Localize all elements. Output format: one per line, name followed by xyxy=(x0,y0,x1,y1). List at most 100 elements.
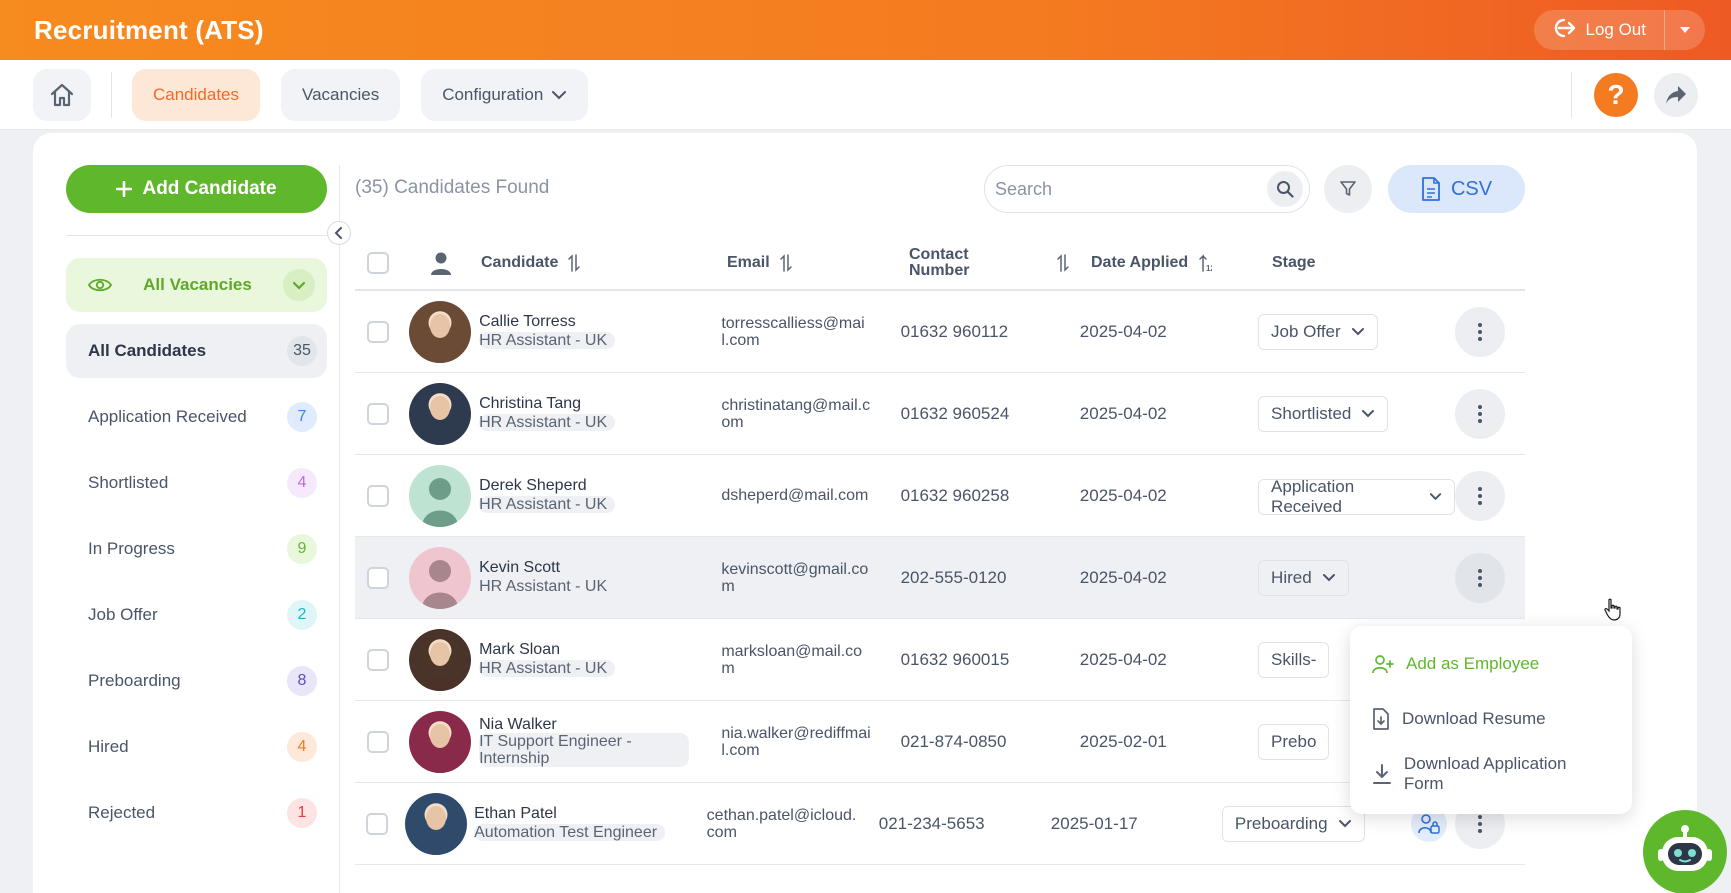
candidate-name[interactable]: Callie Torress xyxy=(479,313,576,330)
candidates-found-count: (35) Candidates Found xyxy=(355,177,550,198)
candidate-name[interactable]: Ethan Patel xyxy=(474,805,557,822)
tab-label: Candidates xyxy=(153,84,240,104)
row-checkbox[interactable] xyxy=(366,320,389,343)
menu-item-label: Download Application Form xyxy=(1403,753,1567,793)
stage-count-badge: 4 xyxy=(287,468,317,498)
stage-filter-preboarding[interactable]: Preboarding 8 xyxy=(66,654,327,708)
help-button[interactable]: ? xyxy=(1594,72,1638,117)
table-row[interactable]: Derek Sheperd HR Assistant - UK dsheperd@m… xyxy=(355,455,1525,537)
caret-down-icon xyxy=(1680,27,1690,33)
stage-select[interactable]: Preboarding xyxy=(1221,805,1365,842)
stage-filter-application-received[interactable]: Application Received 7 xyxy=(66,390,327,444)
document-download-icon xyxy=(1373,707,1389,730)
account-menu-toggle[interactable] xyxy=(1665,10,1705,50)
stage-name: Rejected xyxy=(88,803,156,822)
filter-button[interactable] xyxy=(1324,165,1372,213)
assistant-bot-button[interactable] xyxy=(1643,810,1727,893)
stage-select[interactable]: Application Received xyxy=(1258,477,1455,516)
candidate-email: nia.walker@rediffmail.com xyxy=(721,724,871,759)
stage-count-badge: 8 xyxy=(287,666,317,696)
header-stage: Stage xyxy=(1272,254,1316,271)
avatar xyxy=(405,792,468,855)
header-email: Email xyxy=(727,254,770,271)
stage-filter-in-progress[interactable]: In Progress 9 xyxy=(66,522,327,576)
row-actions-button[interactable] xyxy=(1455,552,1505,603)
row-checkbox[interactable] xyxy=(366,566,389,589)
user-lock-icon xyxy=(1418,813,1440,834)
candidate-email: cethan.patel@icloud.com xyxy=(706,806,857,841)
chevron-down-icon xyxy=(1322,574,1335,582)
stage-select[interactable]: Prebo xyxy=(1258,723,1330,760)
row-checkbox[interactable] xyxy=(365,812,388,835)
tab-vacancies[interactable]: Vacancies xyxy=(281,68,401,121)
candidate-name[interactable]: Mark Sloan xyxy=(479,641,560,658)
vacancy-filter[interactable]: All Vacancies xyxy=(66,258,327,312)
share-icon xyxy=(1666,85,1686,104)
avatar xyxy=(408,628,471,691)
download-resume-menu-item[interactable]: Download Resume xyxy=(1350,691,1632,746)
logout-label: Log Out xyxy=(1585,20,1647,39)
row-checkbox[interactable] xyxy=(366,730,389,753)
row-actions-button[interactable] xyxy=(1455,470,1505,521)
stage-select[interactable]: Skills- xyxy=(1258,641,1330,678)
sort-email[interactable]: Email xyxy=(727,253,909,273)
table-row[interactable]: Nia Walker IT Support Engineer - Internsh… xyxy=(355,701,1525,783)
header-date: Date Applied xyxy=(1091,254,1189,271)
chevron-down-icon xyxy=(1338,820,1351,828)
stage-value: Hired xyxy=(1271,567,1312,587)
table-row[interactable]: Kevin Scott HR Assistant - UK kevinscott@g… xyxy=(355,537,1525,619)
stage-select[interactable]: Job Offer xyxy=(1258,313,1378,350)
candidate-vacancy: Automation Test Engineer xyxy=(474,824,666,841)
select-all-checkbox[interactable] xyxy=(367,252,389,274)
table-header: Candidate Email Contact Number Date Appl… xyxy=(355,237,1525,291)
search-button[interactable] xyxy=(1267,171,1303,207)
search-input[interactable] xyxy=(995,178,1267,200)
collapse-sidebar-button[interactable] xyxy=(327,221,351,245)
add-candidate-button[interactable]: Add Candidate xyxy=(66,165,327,213)
stage-count-badge: 35 xyxy=(287,336,317,366)
candidate-name[interactable]: Kevin Scott xyxy=(479,559,561,576)
avatar xyxy=(408,710,471,773)
sort-contact[interactable]: Contact Number xyxy=(909,247,1091,279)
app-title: Recruitment (ATS) xyxy=(34,14,264,45)
share-button[interactable] xyxy=(1654,72,1698,117)
tab-label: Vacancies xyxy=(302,84,380,104)
stage-select[interactable]: Shortlisted xyxy=(1258,395,1389,432)
logout-button[interactable]: Log Out xyxy=(1534,10,1665,50)
row-actions-button[interactable] xyxy=(1455,388,1505,439)
candidate-name[interactable]: Derek Sheperd xyxy=(479,477,587,494)
row-checkbox[interactable] xyxy=(366,648,389,671)
stage-filter-rejected[interactable]: Rejected 1 xyxy=(66,786,327,840)
csv-export-button[interactable]: CSV xyxy=(1388,165,1525,213)
candidate-name[interactable]: Christina Tang xyxy=(479,395,582,412)
candidate-name[interactable]: Nia Walker xyxy=(479,715,557,733)
sort-date[interactable]: Date Applied 12 xyxy=(1091,253,1272,273)
stage-filter-job-offer[interactable]: Job Offer 2 xyxy=(66,588,327,642)
stage-filter-shortlisted[interactable]: Shortlisted 4 xyxy=(66,456,327,510)
date-applied: 2025-04-02 xyxy=(1079,649,1167,669)
table-row[interactable]: Callie Torress HR Assistant - UK torressca… xyxy=(355,291,1525,373)
avatar xyxy=(408,300,471,363)
chevron-down-icon xyxy=(1362,410,1375,418)
table-row[interactable]: Ethan Patel Automation Test Engineer cetha… xyxy=(355,783,1525,865)
add-as-employee-menu-item[interactable]: Add as Employee xyxy=(1350,636,1632,691)
stage-filter-all-candidates[interactable]: All Candidates 35 xyxy=(66,324,327,378)
row-actions-button[interactable] xyxy=(1455,306,1505,357)
date-applied: 2025-04-02 xyxy=(1079,321,1167,341)
kebab-menu-icon xyxy=(1478,404,1482,423)
row-checkbox[interactable] xyxy=(366,484,389,507)
stage-filter-hired[interactable]: Hired 4 xyxy=(66,720,327,774)
header-candidate: Candidate xyxy=(481,254,559,271)
logout-icon xyxy=(1550,17,1576,44)
tab-candidates[interactable]: Candidates xyxy=(132,68,261,121)
search-icon xyxy=(1277,181,1294,198)
avatar-placeholder xyxy=(408,464,471,527)
row-checkbox[interactable] xyxy=(366,402,389,425)
chevron-down-icon xyxy=(1429,493,1442,501)
table-row[interactable]: Christina Tang HR Assistant - UK christina… xyxy=(355,373,1525,455)
tab-configuration[interactable]: Configuration xyxy=(421,68,589,121)
sort-candidate[interactable]: Candidate xyxy=(481,253,727,273)
home-button[interactable] xyxy=(33,68,91,121)
download-application-form-menu-item[interactable]: Download Application Form xyxy=(1350,746,1632,801)
stage-select[interactable]: Hired xyxy=(1258,559,1349,596)
